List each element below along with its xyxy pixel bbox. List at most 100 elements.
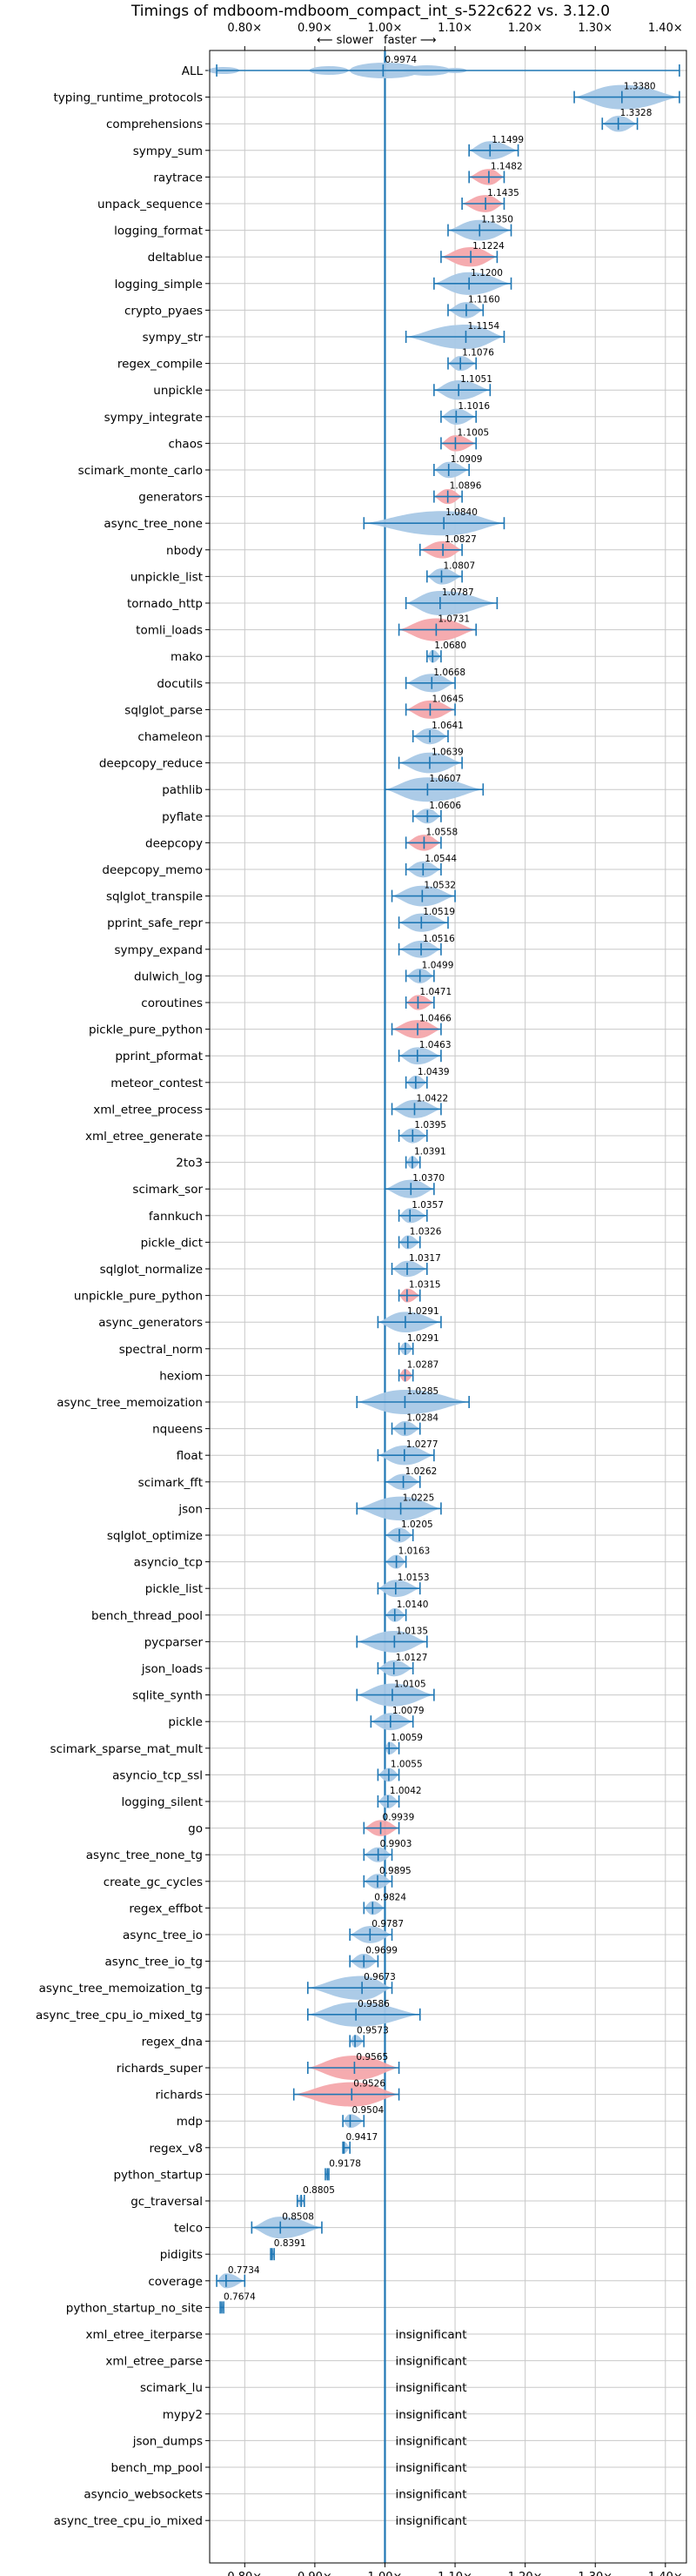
value-label: 0.9504 <box>351 2105 384 2116</box>
category-label: coroutines <box>141 996 203 1010</box>
category-label: 2to3 <box>176 1157 203 1171</box>
value-label: 1.0326 <box>410 1226 442 1237</box>
category-label: deltablue <box>148 251 203 265</box>
category-label: xml_etree_generate <box>85 1130 203 1144</box>
value-label: 1.0140 <box>397 1600 429 1610</box>
value-label: 1.3328 <box>620 108 652 118</box>
grid-lines: 0.80× 0.80× 0.90× 0.90× 1.00× 1.00× 1.10× 1.10×… <box>205 22 686 2576</box>
category-label: sqlglot_parse <box>124 703 203 717</box>
value-label: 1.0291 <box>407 1333 439 1344</box>
value-label: 1.1154 <box>467 321 499 332</box>
category-label: generators <box>138 491 203 505</box>
value-label: 1.1160 <box>468 294 500 305</box>
category-label: coverage <box>148 2275 203 2289</box>
category-label: sympy_integrate <box>104 411 203 425</box>
category-label: nqueens <box>152 1423 203 1437</box>
category-label: json_loads <box>141 1662 203 1676</box>
value-label: 1.0291 <box>407 1306 439 1317</box>
value-label: 1.1499 <box>492 135 524 145</box>
value-label: 1.0639 <box>432 748 464 758</box>
category-label: meteor_contest <box>110 1077 203 1090</box>
value-label: 1.0391 <box>414 1147 446 1157</box>
slower-direction-label: ⟵ slower <box>317 34 374 47</box>
category-label: async_tree_io <box>123 1929 203 1942</box>
category-label: sqlglot_normalize <box>100 1263 203 1277</box>
value-label: 0.9586 <box>358 1999 390 2009</box>
x-tick-label-top: 1.00× <box>368 22 403 35</box>
category-label: scimark_sparse_mat_mult <box>50 1742 203 1756</box>
category-label: create_gc_cycles <box>104 1875 203 1889</box>
value-label: 1.0607 <box>429 774 461 784</box>
category-label: scimark_sor <box>132 1183 203 1197</box>
value-label: 1.0135 <box>396 1626 428 1636</box>
category-label: json <box>177 1502 203 1516</box>
x-tick-label-bottom: 0.90× <box>298 2571 332 2576</box>
category-label: pyflate <box>162 810 203 824</box>
value-label: 0.7734 <box>228 2265 260 2276</box>
category-label: tomli_loads <box>136 624 203 638</box>
value-label: 0.9903 <box>380 1839 412 1849</box>
value-label: 0.9824 <box>374 1892 406 1902</box>
faster-direction-label: faster ⟶ <box>384 34 437 47</box>
value-label: 1.0519 <box>423 907 455 917</box>
x-tick-label-top: 1.10× <box>438 22 472 35</box>
value-label: 1.0163 <box>398 1546 431 1557</box>
value-label: 1.0641 <box>432 721 464 731</box>
value-label: 1.0205 <box>401 1519 433 1530</box>
x-tick-label-bottom: 1.20× <box>508 2571 543 2576</box>
category-label: regex_v8 <box>149 2142 203 2156</box>
category-label: sqlglot_transpile <box>106 890 203 904</box>
plot-frame <box>209 50 687 2564</box>
category-label: xml_etree_parse <box>105 2355 203 2369</box>
value-label: 0.9417 <box>345 2132 378 2143</box>
category-label: mdp <box>177 2115 203 2129</box>
x-tick-label-bottom: 1.40× <box>648 2571 683 2576</box>
value-label: 1.0840 <box>445 507 478 518</box>
chart-title: Timings of mdboom-mdboom_compact_int_s-5… <box>130 3 610 20</box>
value-label: 1.0287 <box>407 1359 439 1370</box>
category-label: pidigits <box>160 2248 203 2262</box>
value-label: 1.1016 <box>458 401 490 412</box>
category-label: sqlglot_optimize <box>107 1529 203 1543</box>
category-label: async_tree_memoization_tg <box>39 1982 203 1996</box>
value-label: 1.0896 <box>450 481 482 492</box>
x-tick-label-top: 0.80× <box>227 22 262 35</box>
value-label: 1.0262 <box>405 1466 438 1477</box>
category-label: dulwich_log <box>134 969 203 983</box>
x-tick-label-top: 1.30× <box>578 22 612 35</box>
category-label: async_tree_cpu_io_mixed <box>54 2514 203 2528</box>
category-label: telco <box>174 2222 203 2236</box>
category-label: regex_effbot <box>129 1902 203 1915</box>
category-label: asyncio_tcp_ssl <box>112 1768 203 1782</box>
insignificant-label: insignificant <box>395 2434 466 2448</box>
value-label: 1.1350 <box>481 215 513 225</box>
value-label: 1.1005 <box>457 427 489 438</box>
value-label: 1.1482 <box>491 161 523 171</box>
category-label: async_tree_io_tg <box>104 1955 203 1969</box>
category-label: scimark_monte_carlo <box>78 464 203 478</box>
value-label: 1.0807 <box>444 560 476 571</box>
value-label: 1.1200 <box>471 268 503 278</box>
category-label: docutils <box>157 677 203 691</box>
value-label: 0.9526 <box>353 2079 385 2090</box>
value-label: 1.1076 <box>462 348 494 359</box>
category-label: logging_silent <box>122 1795 203 1809</box>
value-label: 0.9573 <box>357 2025 389 2036</box>
category-label: unpack_sequence <box>97 198 203 211</box>
value-label: 1.3380 <box>624 82 656 92</box>
insignificant-label: insignificant <box>395 2355 466 2369</box>
category-label: float <box>177 1449 203 1463</box>
value-label: 0.9939 <box>383 1813 415 1823</box>
category-label: chaos <box>168 437 203 451</box>
category-label: raytrace <box>153 171 203 184</box>
category-label: richards_super <box>117 2062 204 2076</box>
category-label: comprehensions <box>106 117 203 131</box>
category-label: logging_simple <box>115 278 203 292</box>
category-label: asyncio_tcp <box>134 1556 203 1570</box>
value-label: 1.0395 <box>414 1120 446 1130</box>
value-label: 1.0127 <box>396 1653 428 1663</box>
value-label: 1.0532 <box>424 881 456 891</box>
category-label: logging_format <box>114 225 203 238</box>
value-label: 1.1435 <box>487 188 519 198</box>
category-label: async_tree_none_tg <box>86 1848 203 1862</box>
